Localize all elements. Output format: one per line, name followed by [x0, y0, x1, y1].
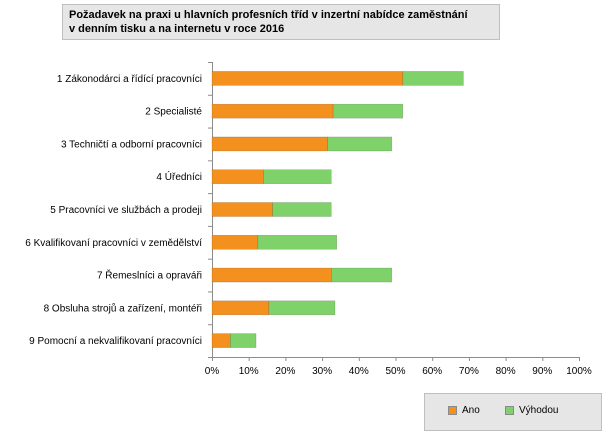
- bar-vyhodou: [263, 169, 332, 184]
- x-tick-label: 90%: [532, 366, 552, 377]
- category-label: 6 Kvalifikovaní pracovníci v zemědělství: [25, 238, 202, 249]
- bar-ano: [211, 333, 231, 348]
- category-label: 7 Řemeslníci a opraváři: [97, 269, 202, 282]
- legend-item-vyhodou: Výhodou: [505, 405, 558, 416]
- legend-label-ano: Ano: [462, 405, 480, 416]
- x-tick-label: 100%: [566, 366, 592, 377]
- legend-swatch-vyhodou: [505, 406, 514, 415]
- x-tick-label: 70%: [459, 366, 479, 377]
- bar-ano: [211, 267, 332, 283]
- category-label: 2 Specialisté: [145, 107, 202, 118]
- bar-ano: [211, 71, 404, 86]
- bar-vyhodou: [402, 71, 464, 86]
- bar-vyhodou: [327, 136, 393, 152]
- bar-ano: [211, 136, 328, 152]
- x-tick-label: 20%: [275, 366, 295, 377]
- chart-legend: Ano Výhodou: [424, 393, 602, 431]
- legend-swatch-ano: [448, 406, 457, 415]
- bar-vyhodou: [230, 333, 257, 348]
- legend-item-ano: Ano: [448, 405, 480, 416]
- bar-vyhodou: [331, 267, 393, 283]
- x-tick-label: 40%: [349, 366, 369, 377]
- chart-title: Požadavek na praxi u hlavních profesních…: [62, 4, 500, 40]
- bar-vyhodou: [332, 103, 404, 119]
- category-label: 4 Úředníci: [156, 170, 202, 183]
- category-label: 3 Techničtí a odborní pracovníci: [61, 139, 202, 150]
- chart-title-line-2: v denním tisku a na internetu v roce 201…: [69, 23, 285, 35]
- category-label: 8 Obsluha strojů a zařízení, montéři: [44, 302, 202, 314]
- bar-ano: [211, 300, 270, 316]
- bar-ano: [211, 103, 334, 119]
- category-label: 1 Zákonodárci a řídící pracovníci: [57, 74, 202, 85]
- x-tick-label: 50%: [385, 366, 405, 377]
- bar-ano: [211, 169, 264, 184]
- x-tick-label: 10%: [239, 366, 259, 377]
- bar-vyhodou: [268, 300, 336, 316]
- category-label: 5 Pracovníci ve službách a prodeji: [50, 205, 202, 216]
- x-tick-label: 0%: [205, 366, 220, 377]
- chart-title-line-1: Požadavek na praxi u hlavních profesních…: [69, 9, 468, 21]
- bar-ano: [211, 235, 259, 250]
- legend-label-vyhodou: Výhodou: [519, 405, 559, 416]
- bar-ano: [211, 202, 273, 217]
- category-label: 9 Pomocní a nekvalifikovaní pracovníci: [29, 336, 202, 347]
- x-tick-label: 30%: [312, 366, 332, 377]
- bar-vyhodou: [257, 235, 338, 250]
- x-tick-label: 60%: [422, 366, 442, 377]
- bar-vyhodou: [272, 202, 332, 217]
- x-tick-label: 80%: [496, 366, 516, 377]
